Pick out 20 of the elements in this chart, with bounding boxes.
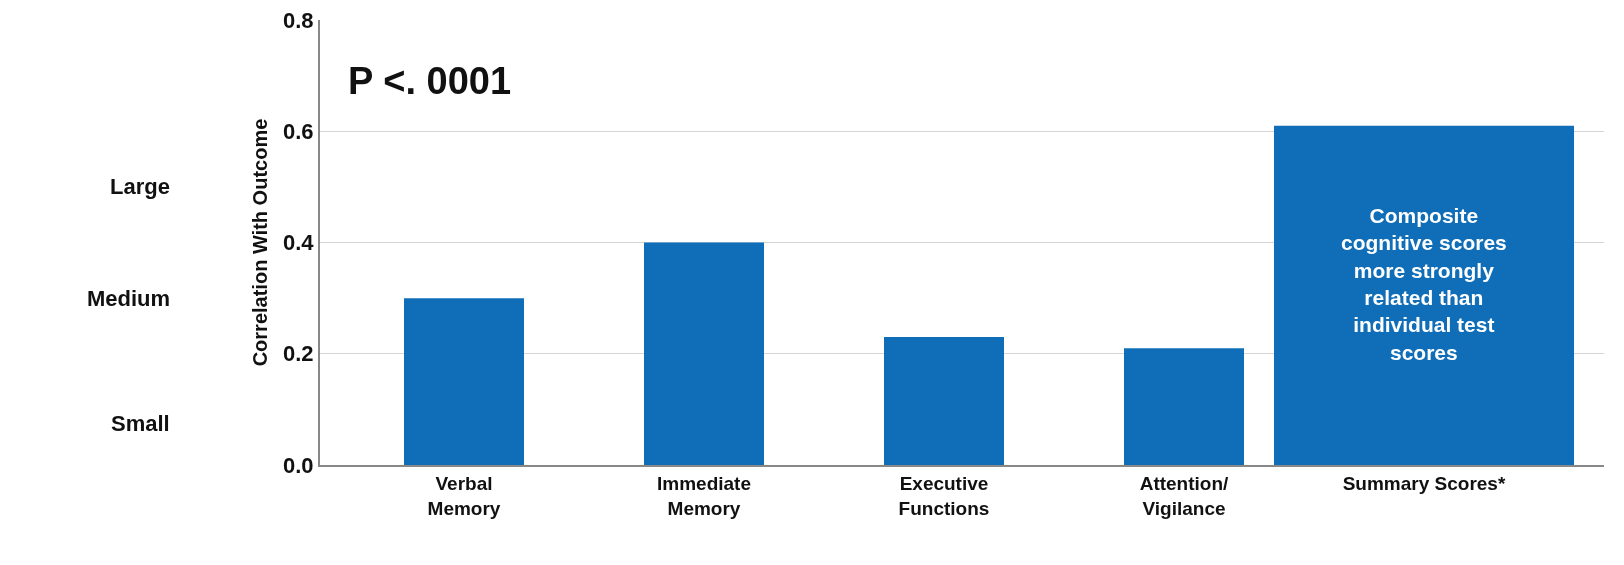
x-tick-label: Verbal Memory <box>427 472 501 519</box>
y-tick-label: 0.0 <box>283 452 314 478</box>
text: Medium <box>87 286 171 311</box>
y-axis-title: Correlation With Outcome <box>249 118 272 367</box>
x-tick-label: Summary Scores* <box>1342 472 1506 494</box>
bar <box>644 242 764 465</box>
text: Small <box>111 411 170 436</box>
y-tick-label: 0.4 <box>283 230 315 256</box>
y-tick-label: 0.6 <box>283 118 314 144</box>
x-tick-label: Attention/ Vigilance <box>1139 472 1230 519</box>
annotation: P <. 0001 <box>348 60 512 102</box>
text: Large <box>110 174 170 199</box>
y-tick-label: 0.2 <box>283 341 314 367</box>
annotation: Composite cognitive scores more strongly related than individual test scores <box>1341 204 1507 364</box>
bar <box>884 337 1004 465</box>
x-tick-label: Immediate Memory <box>657 472 751 519</box>
y-tick-label: 0.8 <box>283 7 314 33</box>
bar <box>404 298 524 465</box>
x-tick-label: Executive Functions <box>898 472 990 519</box>
bar <box>1124 348 1244 465</box>
